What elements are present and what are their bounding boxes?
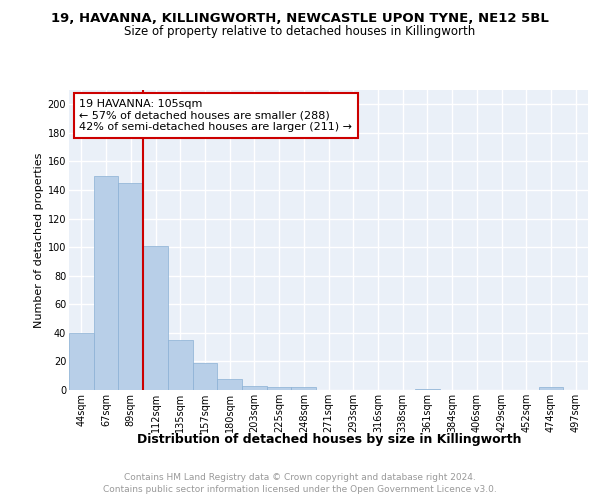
Bar (168, 340, 193, 390)
Bar (143, 246, 168, 390)
Text: 19, HAVANNA, KILLINGWORTH, NEWCASTLE UPON TYNE, NE12 5BL: 19, HAVANNA, KILLINGWORTH, NEWCASTLE UPO… (51, 12, 549, 26)
Text: Size of property relative to detached houses in Killingworth: Size of property relative to detached ho… (124, 25, 476, 38)
Bar (539, 387, 563, 390)
Text: Contains HM Land Registry data © Crown copyright and database right 2024.: Contains HM Land Registry data © Crown c… (124, 472, 476, 482)
Bar (217, 378, 242, 390)
Bar (267, 387, 292, 390)
Bar (118, 183, 143, 390)
Bar (242, 386, 267, 390)
Bar (193, 363, 217, 390)
Text: Distribution of detached houses by size in Killingworth: Distribution of detached houses by size … (137, 432, 521, 446)
Bar (69, 333, 94, 390)
Y-axis label: Number of detached properties: Number of detached properties (34, 152, 44, 328)
Bar (94, 176, 118, 390)
Bar (292, 387, 316, 390)
Text: 19 HAVANNA: 105sqm
← 57% of detached houses are smaller (288)
42% of semi-detach: 19 HAVANNA: 105sqm ← 57% of detached hou… (79, 99, 352, 132)
Bar (415, 388, 440, 390)
Text: Contains public sector information licensed under the Open Government Licence v3: Contains public sector information licen… (103, 485, 497, 494)
